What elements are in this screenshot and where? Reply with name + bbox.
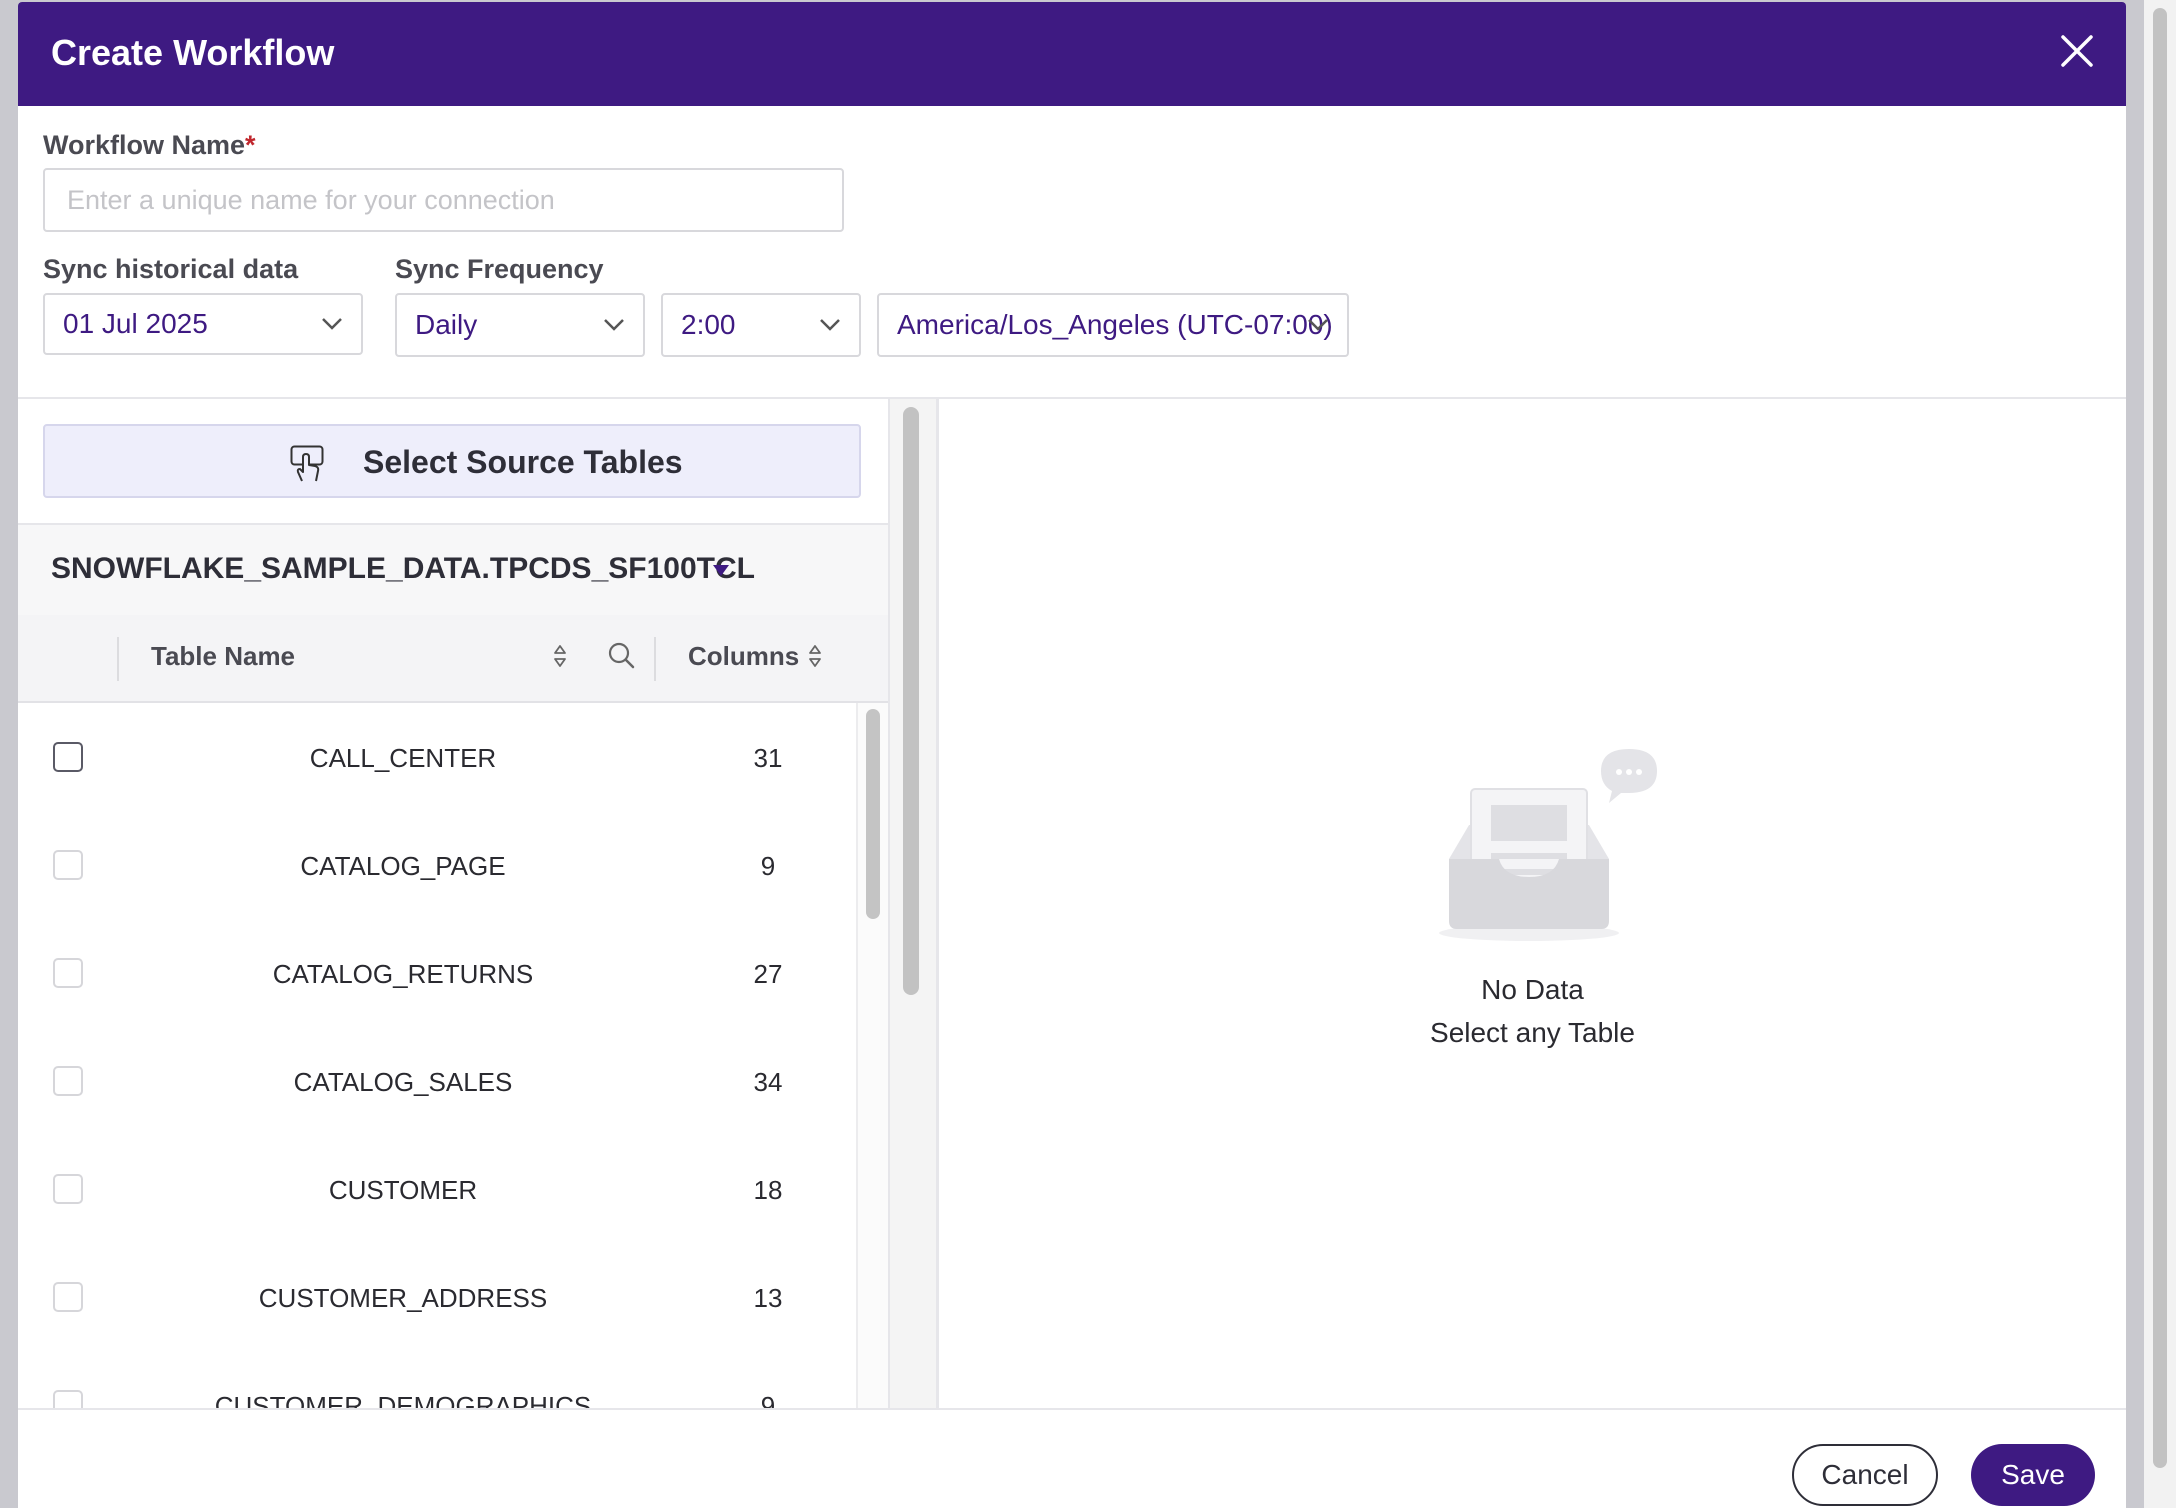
sort-icon[interactable]: [808, 643, 822, 669]
table-row[interactable]: CATALOG_RETURNS 27: [18, 919, 856, 1027]
table-name-cell: CUSTOMER: [328, 1175, 478, 1205]
column-count-cell: 31: [753, 743, 783, 773]
table-row[interactable]: CUSTOMER_DEMOGRAPHICS 9: [18, 1351, 856, 1409]
table-name-cell: CATALOG_RETURNS: [272, 959, 534, 989]
table-header: Table Name Columns: [18, 615, 888, 703]
cancel-button[interactable]: Cancel: [1792, 1444, 1938, 1506]
caret-down-icon: [713, 565, 729, 576]
empty-state-subtitle: Select any Table: [1430, 1017, 1635, 1048]
columns-header: Columns: [688, 641, 800, 671]
table-name-cell: CATALOG_SALES: [293, 1067, 513, 1097]
empty-inbox-icon: [1439, 749, 1657, 941]
chevron-down-icon: [820, 319, 840, 331]
table-row[interactable]: CATALOG_PAGE 9: [18, 811, 856, 919]
row-checkbox[interactable]: [53, 1174, 83, 1204]
schema-name: SNOWFLAKE_SAMPLE_DATA.TPCDS_SF100TCL: [51, 552, 755, 585]
section-divider: [18, 397, 2126, 399]
column-count-cell: 34: [753, 1067, 783, 1097]
required-mark: *: [245, 130, 256, 160]
source-pane-scrollbar[interactable]: [888, 399, 936, 1409]
column-count-cell: 13: [753, 1283, 783, 1313]
workflow-name-label-text: Workflow Name: [43, 130, 246, 160]
sync-time-select[interactable]: 2:00: [661, 293, 861, 357]
table-name-cell: CUSTOMER_ADDRESS: [258, 1283, 548, 1313]
table-name-cell: CALL_CENTER: [309, 743, 497, 773]
header-divider: [117, 637, 119, 681]
workflow-name-label: Workflow Name*: [43, 130, 256, 161]
table-scrollbar[interactable]: [856, 703, 888, 1409]
table-name-header: Table Name: [151, 641, 296, 671]
sync-historical-date-value: 01 Jul 2025: [63, 308, 208, 339]
chevron-down-icon: [604, 319, 624, 331]
modal-title: Create Workflow: [51, 32, 335, 73]
modal-footer: Cancel Save: [18, 1408, 2126, 1508]
sync-frequency-value: Daily: [415, 309, 478, 340]
sort-icon[interactable]: [553, 643, 567, 669]
close-icon[interactable]: [2054, 28, 2100, 74]
table-scrollbar-thumb[interactable]: [866, 709, 880, 919]
row-checkbox[interactable]: [53, 1390, 83, 1409]
select-source-tables-label: Select Source Tables: [363, 444, 683, 480]
column-count-cell: 9: [760, 851, 776, 881]
table-preview-pane: No Data Select any Table: [936, 399, 2126, 1409]
table-row[interactable]: CUSTOMER 18: [18, 1135, 856, 1243]
column-count-cell: 9: [760, 1391, 776, 1409]
sync-historical-label: Sync historical data: [43, 254, 299, 284]
timezone-select[interactable]: America/Los_Angeles (UTC-07:00): [877, 293, 1349, 357]
page-scrollbar[interactable]: [2144, 0, 2176, 1508]
workflow-name-input[interactable]: [43, 168, 844, 232]
page-scrollbar-thumb[interactable]: [2153, 8, 2167, 1468]
row-checkbox[interactable]: [53, 1066, 83, 1096]
sync-historical-date-select[interactable]: 01 Jul 2025: [43, 293, 363, 355]
source-pane-scrollbar-thumb[interactable]: [903, 407, 919, 995]
table-name-cell: CATALOG_PAGE: [300, 851, 506, 881]
chevron-down-icon: [1308, 319, 1328, 331]
timezone-value: America/Los_Angeles (UTC-07:00): [897, 309, 1333, 340]
create-workflow-modal: Create Workflow Workflow Name* Sync hist…: [18, 2, 2126, 1508]
save-button[interactable]: Save: [1971, 1444, 2095, 1506]
search-icon[interactable]: [607, 641, 635, 669]
sync-frequency-label: Sync Frequency: [395, 254, 604, 284]
empty-state-title: No Data: [1481, 974, 1584, 1005]
chevron-down-icon: [322, 318, 342, 330]
row-checkbox[interactable]: [53, 850, 83, 880]
schema-selector[interactable]: SNOWFLAKE_SAMPLE_DATA.TPCDS_SF100TCL: [18, 523, 888, 617]
row-checkbox[interactable]: [53, 742, 83, 772]
table-row[interactable]: CATALOG_SALES 34: [18, 1027, 856, 1135]
table-row[interactable]: CUSTOMER_ADDRESS 13: [18, 1243, 856, 1351]
select-source-tables-button[interactable]: Select Source Tables: [43, 424, 861, 498]
table-rows: CALL_CENTER 31 CATALOG_PAGE 9 CATALOG_RE…: [18, 703, 856, 1409]
column-count-cell: 27: [753, 959, 783, 989]
header-divider: [654, 637, 656, 681]
sync-time-value: 2:00: [681, 309, 736, 340]
table-name-cell: CUSTOMER_DEMOGRAPHICS: [214, 1391, 592, 1409]
table-row[interactable]: CALL_CENTER 31: [18, 703, 856, 811]
column-count-cell: 18: [753, 1175, 783, 1205]
hand-pointer-icon: [290, 445, 324, 482]
modal-header: Create Workflow: [18, 2, 2126, 106]
source-tables-pane: Select Source Tables SNOWFLAKE_SAMPLE_DA…: [18, 399, 888, 1409]
sync-frequency-select[interactable]: Daily: [395, 293, 645, 357]
row-checkbox[interactable]: [53, 1282, 83, 1312]
row-checkbox[interactable]: [53, 958, 83, 988]
